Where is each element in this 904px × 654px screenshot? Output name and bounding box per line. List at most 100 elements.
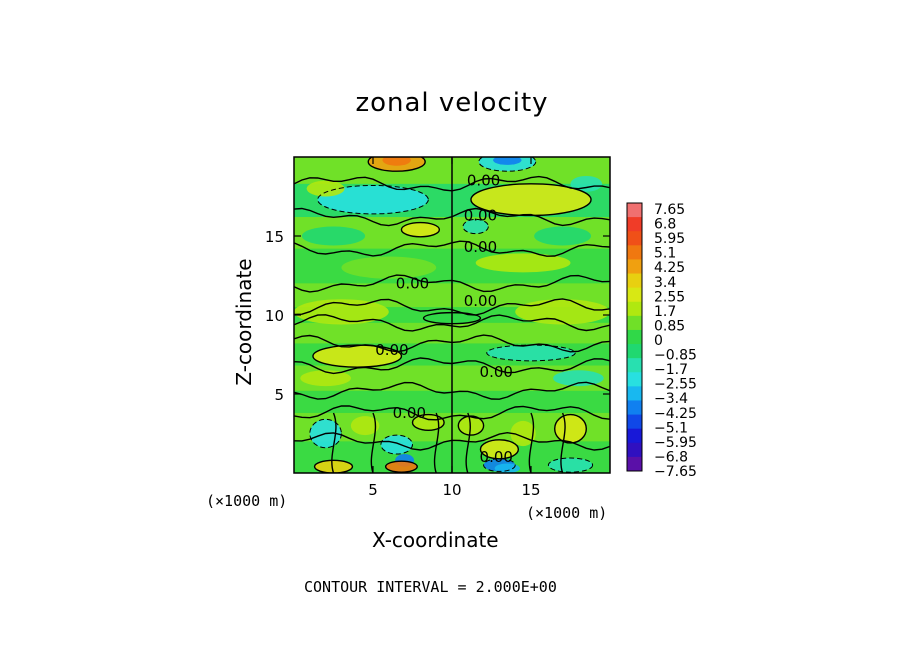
colorbar-label: −3.4 <box>654 391 688 407</box>
x-tick-label: 5 <box>368 481 378 499</box>
contour-interval-note: CONTOUR INTERVAL = 2.000E+00 <box>304 578 557 596</box>
contour-label: 0.00 <box>464 238 497 256</box>
colorbar-swatch <box>627 273 642 289</box>
contour-label: 0.00 <box>467 172 500 190</box>
field-anomaly <box>385 461 418 473</box>
negative-contour <box>486 344 576 362</box>
negative-contour <box>478 157 537 172</box>
colorbar-swatch <box>627 203 642 218</box>
vertical-contour <box>465 412 471 473</box>
field-anomaly <box>294 299 389 325</box>
field-anomaly <box>534 226 592 246</box>
field-anomaly <box>548 457 593 473</box>
colorbar-label: −1.7 <box>654 362 688 378</box>
field-blobs <box>294 157 610 473</box>
colorbar-label: 7.65 <box>654 202 685 218</box>
colorbar-label: −5.1 <box>654 420 688 436</box>
colorbar-swatch <box>627 287 642 303</box>
closed-contour <box>384 460 418 473</box>
closed-contour <box>411 413 445 432</box>
field-anomaly <box>300 370 351 387</box>
negative-contour <box>317 184 429 215</box>
negative-contour <box>462 218 489 235</box>
vertical-contour <box>528 412 535 473</box>
field-anomaly <box>401 222 440 237</box>
colorbar-swatch <box>627 428 642 444</box>
field-anomaly <box>458 416 484 436</box>
field-anomaly <box>486 345 576 361</box>
y-tick-label: 5 <box>274 386 284 404</box>
contour-label-group: 0.00 0.00 0.00 0.00 0.00 0.00 0.00 0.00 0.00 <box>375 172 513 467</box>
field-anomaly <box>493 157 522 165</box>
contour-label: 0.00 <box>464 206 497 224</box>
field-anomaly <box>494 463 520 473</box>
contour-label: 0.00 <box>375 341 408 359</box>
field-anomaly <box>301 226 366 246</box>
colorbar-swatch <box>627 329 642 345</box>
vertical-contour <box>433 412 440 473</box>
field-anomaly <box>412 414 445 431</box>
x-tick-label: 15 <box>521 481 540 499</box>
colorbar-swatch <box>627 315 642 331</box>
field-anomaly <box>350 416 380 436</box>
y-tick-label: 15 <box>265 228 284 246</box>
closed-contour <box>312 344 403 368</box>
chart-title: zonal velocity <box>355 88 549 118</box>
field-anomaly <box>314 460 353 473</box>
field-anomaly <box>480 439 519 459</box>
field-anomaly <box>382 157 411 166</box>
field-anomaly <box>312 345 402 368</box>
y-axis-label: Z-coordinate <box>232 258 256 386</box>
vertical-contour <box>331 412 337 473</box>
closed-contour <box>554 413 588 444</box>
field-anomaly <box>553 370 604 387</box>
colorbar-swatch <box>627 456 642 472</box>
field-anomaly <box>463 219 489 234</box>
contour-label: 0.00 <box>480 363 513 381</box>
closed-contour <box>470 183 592 217</box>
colorbar-swatch <box>627 400 642 416</box>
colorbar-swatch <box>627 386 642 401</box>
negative-contours <box>309 157 594 473</box>
colorbar-swatch <box>627 301 642 317</box>
negative-contour <box>309 418 342 449</box>
field-anomaly <box>570 175 603 192</box>
colorbar-frame <box>626 202 643 472</box>
closed-contour <box>400 221 441 238</box>
contour-label: 0.00 <box>464 292 497 310</box>
colorbar-label: −7.65 <box>654 464 697 480</box>
colorbar-swatch <box>627 372 642 387</box>
colorbar-label: 5.95 <box>654 231 685 247</box>
colorbar-swatch <box>627 358 642 373</box>
field-anomaly <box>475 253 571 273</box>
field-anomaly <box>515 299 610 325</box>
colorbar-label: 2.55 <box>654 289 685 305</box>
colorbar-label: −0.85 <box>654 348 697 364</box>
x-unit-label-right: (×1000 m) <box>526 504 608 522</box>
colorbar-swatch <box>627 414 642 430</box>
colorbar-swatch <box>627 442 642 458</box>
closed-contour <box>479 439 520 460</box>
colorbar-swatch <box>627 259 642 275</box>
field-anomaly <box>554 414 587 443</box>
x-axis-label: X-coordinate <box>372 528 499 552</box>
colorbar-label: −4.25 <box>654 406 697 422</box>
negative-contour <box>547 457 594 473</box>
colorbar-label: −2.55 <box>654 377 697 393</box>
field-anomaly <box>341 256 437 279</box>
closed-contour <box>367 157 426 172</box>
closed-contour <box>457 415 485 436</box>
colorbar-label: 0.85 <box>654 318 685 334</box>
negative-contour <box>483 458 516 472</box>
colorbar-swatch <box>627 245 642 260</box>
field-anomaly <box>470 183 592 216</box>
field-anomaly <box>380 435 413 455</box>
colorbar-label: 5.1 <box>654 246 676 262</box>
colorbar-label: −6.8 <box>654 449 688 465</box>
vertical-contour <box>560 412 566 473</box>
colorbar-label: 0 <box>654 333 663 349</box>
colorbar-label: 1.7 <box>654 304 676 320</box>
negative-contour <box>380 434 414 455</box>
y-axis: 5 10 15 <box>265 228 610 404</box>
